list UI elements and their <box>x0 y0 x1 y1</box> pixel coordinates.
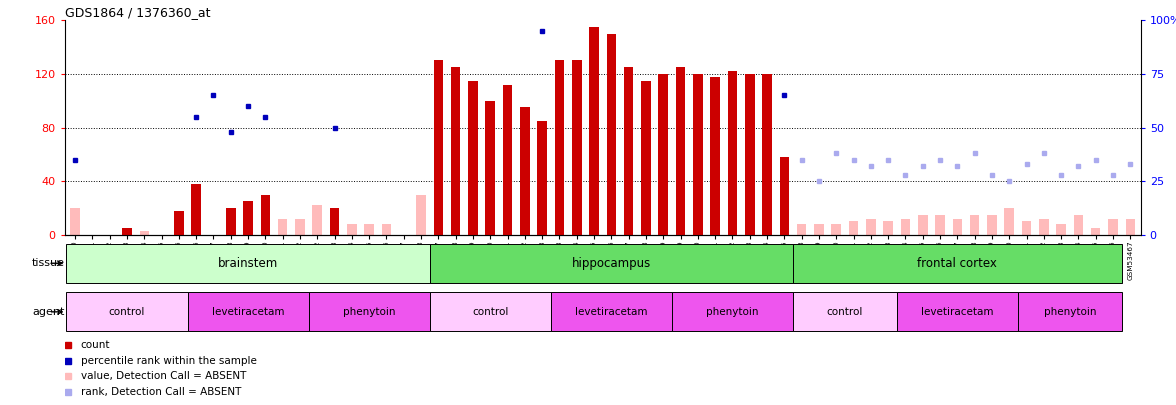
Text: levetiracetam: levetiracetam <box>212 307 285 317</box>
Bar <box>793 244 1122 283</box>
Text: hippocampus: hippocampus <box>572 257 652 270</box>
Bar <box>278 219 287 235</box>
Text: levetiracetam: levetiracetam <box>921 307 994 317</box>
Bar <box>797 224 807 235</box>
Bar <box>382 224 392 235</box>
Bar <box>243 201 253 235</box>
Bar <box>192 184 201 235</box>
Bar <box>486 101 495 235</box>
Bar <box>226 208 235 235</box>
Text: phenytoin: phenytoin <box>707 307 759 317</box>
Bar <box>793 292 897 331</box>
Bar <box>1022 222 1031 235</box>
Bar <box>520 107 529 235</box>
Bar <box>308 292 429 331</box>
Bar <box>174 211 183 235</box>
Text: value, Detection Call = ABSENT: value, Detection Call = ABSENT <box>81 371 246 382</box>
Bar <box>416 195 426 235</box>
Bar <box>429 244 793 283</box>
Text: control: control <box>108 307 145 317</box>
Bar <box>728 71 737 235</box>
Bar <box>140 231 149 235</box>
Bar <box>624 67 634 235</box>
Bar <box>537 121 547 235</box>
Bar <box>935 215 944 235</box>
Bar <box>918 215 928 235</box>
Bar <box>970 215 980 235</box>
Bar <box>897 292 1018 331</box>
Bar <box>429 292 550 331</box>
Text: count: count <box>81 340 111 350</box>
Bar <box>693 74 702 235</box>
Bar <box>1056 224 1065 235</box>
Bar <box>676 67 686 235</box>
Bar <box>883 222 893 235</box>
Bar <box>66 244 429 283</box>
Text: control: control <box>827 307 863 317</box>
Bar <box>901 219 910 235</box>
Text: rank, Detection Call = ABSENT: rank, Detection Call = ABSENT <box>81 387 241 397</box>
Bar <box>365 224 374 235</box>
Bar <box>659 74 668 235</box>
Bar <box>953 219 962 235</box>
Bar <box>1125 219 1135 235</box>
Bar <box>641 81 650 235</box>
Text: levetiracetam: levetiracetam <box>575 307 648 317</box>
Bar <box>1040 219 1049 235</box>
Bar <box>347 224 356 235</box>
Bar <box>295 219 305 235</box>
Bar <box>589 27 599 235</box>
Bar <box>550 292 671 331</box>
Bar <box>866 219 876 235</box>
Bar <box>261 195 270 235</box>
Bar <box>122 228 132 235</box>
Bar <box>710 77 720 235</box>
Bar <box>814 224 823 235</box>
Bar <box>780 157 789 235</box>
Bar <box>468 81 477 235</box>
Bar <box>187 292 308 331</box>
Text: brainstem: brainstem <box>218 257 279 270</box>
Bar <box>987 215 997 235</box>
Bar <box>1018 292 1122 331</box>
Bar <box>572 60 581 235</box>
Text: percentile rank within the sample: percentile rank within the sample <box>81 356 256 366</box>
Text: GDS1864 / 1376360_at: GDS1864 / 1376360_at <box>65 6 211 19</box>
Bar <box>849 222 858 235</box>
Bar <box>313 205 322 235</box>
Text: phenytoin: phenytoin <box>1043 307 1096 317</box>
Text: frontal cortex: frontal cortex <box>917 257 997 270</box>
Bar <box>503 85 513 235</box>
Text: control: control <box>472 307 508 317</box>
Bar <box>1004 208 1014 235</box>
Bar <box>671 292 793 331</box>
Bar <box>831 224 841 235</box>
Bar <box>1108 219 1118 235</box>
Bar <box>66 292 187 331</box>
Bar <box>762 74 771 235</box>
Text: tissue: tissue <box>32 258 65 268</box>
Bar <box>1091 228 1101 235</box>
Bar <box>555 60 564 235</box>
Bar <box>329 208 340 235</box>
Bar <box>607 34 616 235</box>
Bar <box>1074 215 1083 235</box>
Bar <box>71 208 80 235</box>
Bar <box>744 74 755 235</box>
Bar <box>450 67 461 235</box>
Text: agent: agent <box>32 307 65 317</box>
Text: phenytoin: phenytoin <box>343 307 395 317</box>
Bar <box>434 60 443 235</box>
